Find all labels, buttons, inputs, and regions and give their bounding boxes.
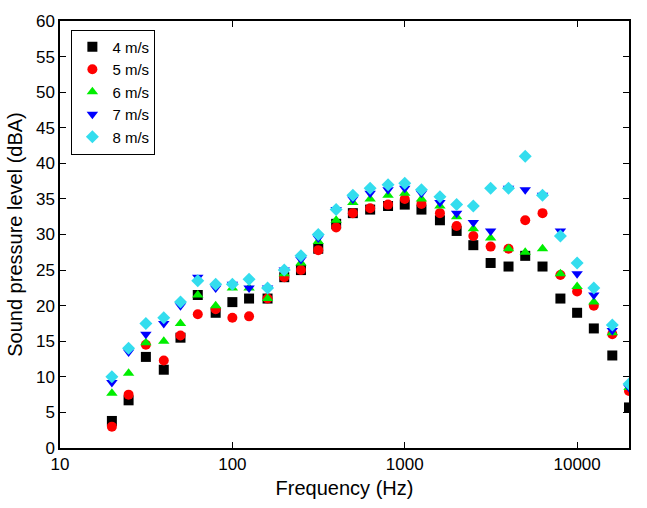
svg-text:50: 50 xyxy=(36,83,55,102)
svg-text:0: 0 xyxy=(45,439,54,458)
svg-text:40: 40 xyxy=(36,154,55,173)
svg-text:5: 5 xyxy=(45,403,54,422)
svg-text:Frequency (Hz): Frequency (Hz) xyxy=(276,477,414,499)
svg-text:4 m/s: 4 m/s xyxy=(112,39,149,56)
svg-text:10: 10 xyxy=(36,368,55,387)
svg-text:25: 25 xyxy=(36,261,55,280)
svg-text:10000: 10000 xyxy=(553,455,600,474)
svg-text:20: 20 xyxy=(36,297,55,316)
svg-text:1000: 1000 xyxy=(386,455,424,474)
svg-text:45: 45 xyxy=(36,119,55,138)
svg-text:7 m/s: 7 m/s xyxy=(112,106,149,123)
svg-text:10: 10 xyxy=(51,455,70,474)
svg-text:30: 30 xyxy=(36,225,55,244)
svg-text:100: 100 xyxy=(218,455,246,474)
svg-text:Sound pressure level (dBA): Sound pressure level (dBA) xyxy=(4,112,26,357)
svg-text:5 m/s: 5 m/s xyxy=(112,61,149,78)
svg-text:60: 60 xyxy=(36,12,55,31)
svg-text:55: 55 xyxy=(36,48,55,67)
svg-text:15: 15 xyxy=(36,332,55,351)
svg-text:8 m/s: 8 m/s xyxy=(112,129,149,146)
svg-text:6 m/s: 6 m/s xyxy=(112,84,149,101)
svg-text:35: 35 xyxy=(36,190,55,209)
